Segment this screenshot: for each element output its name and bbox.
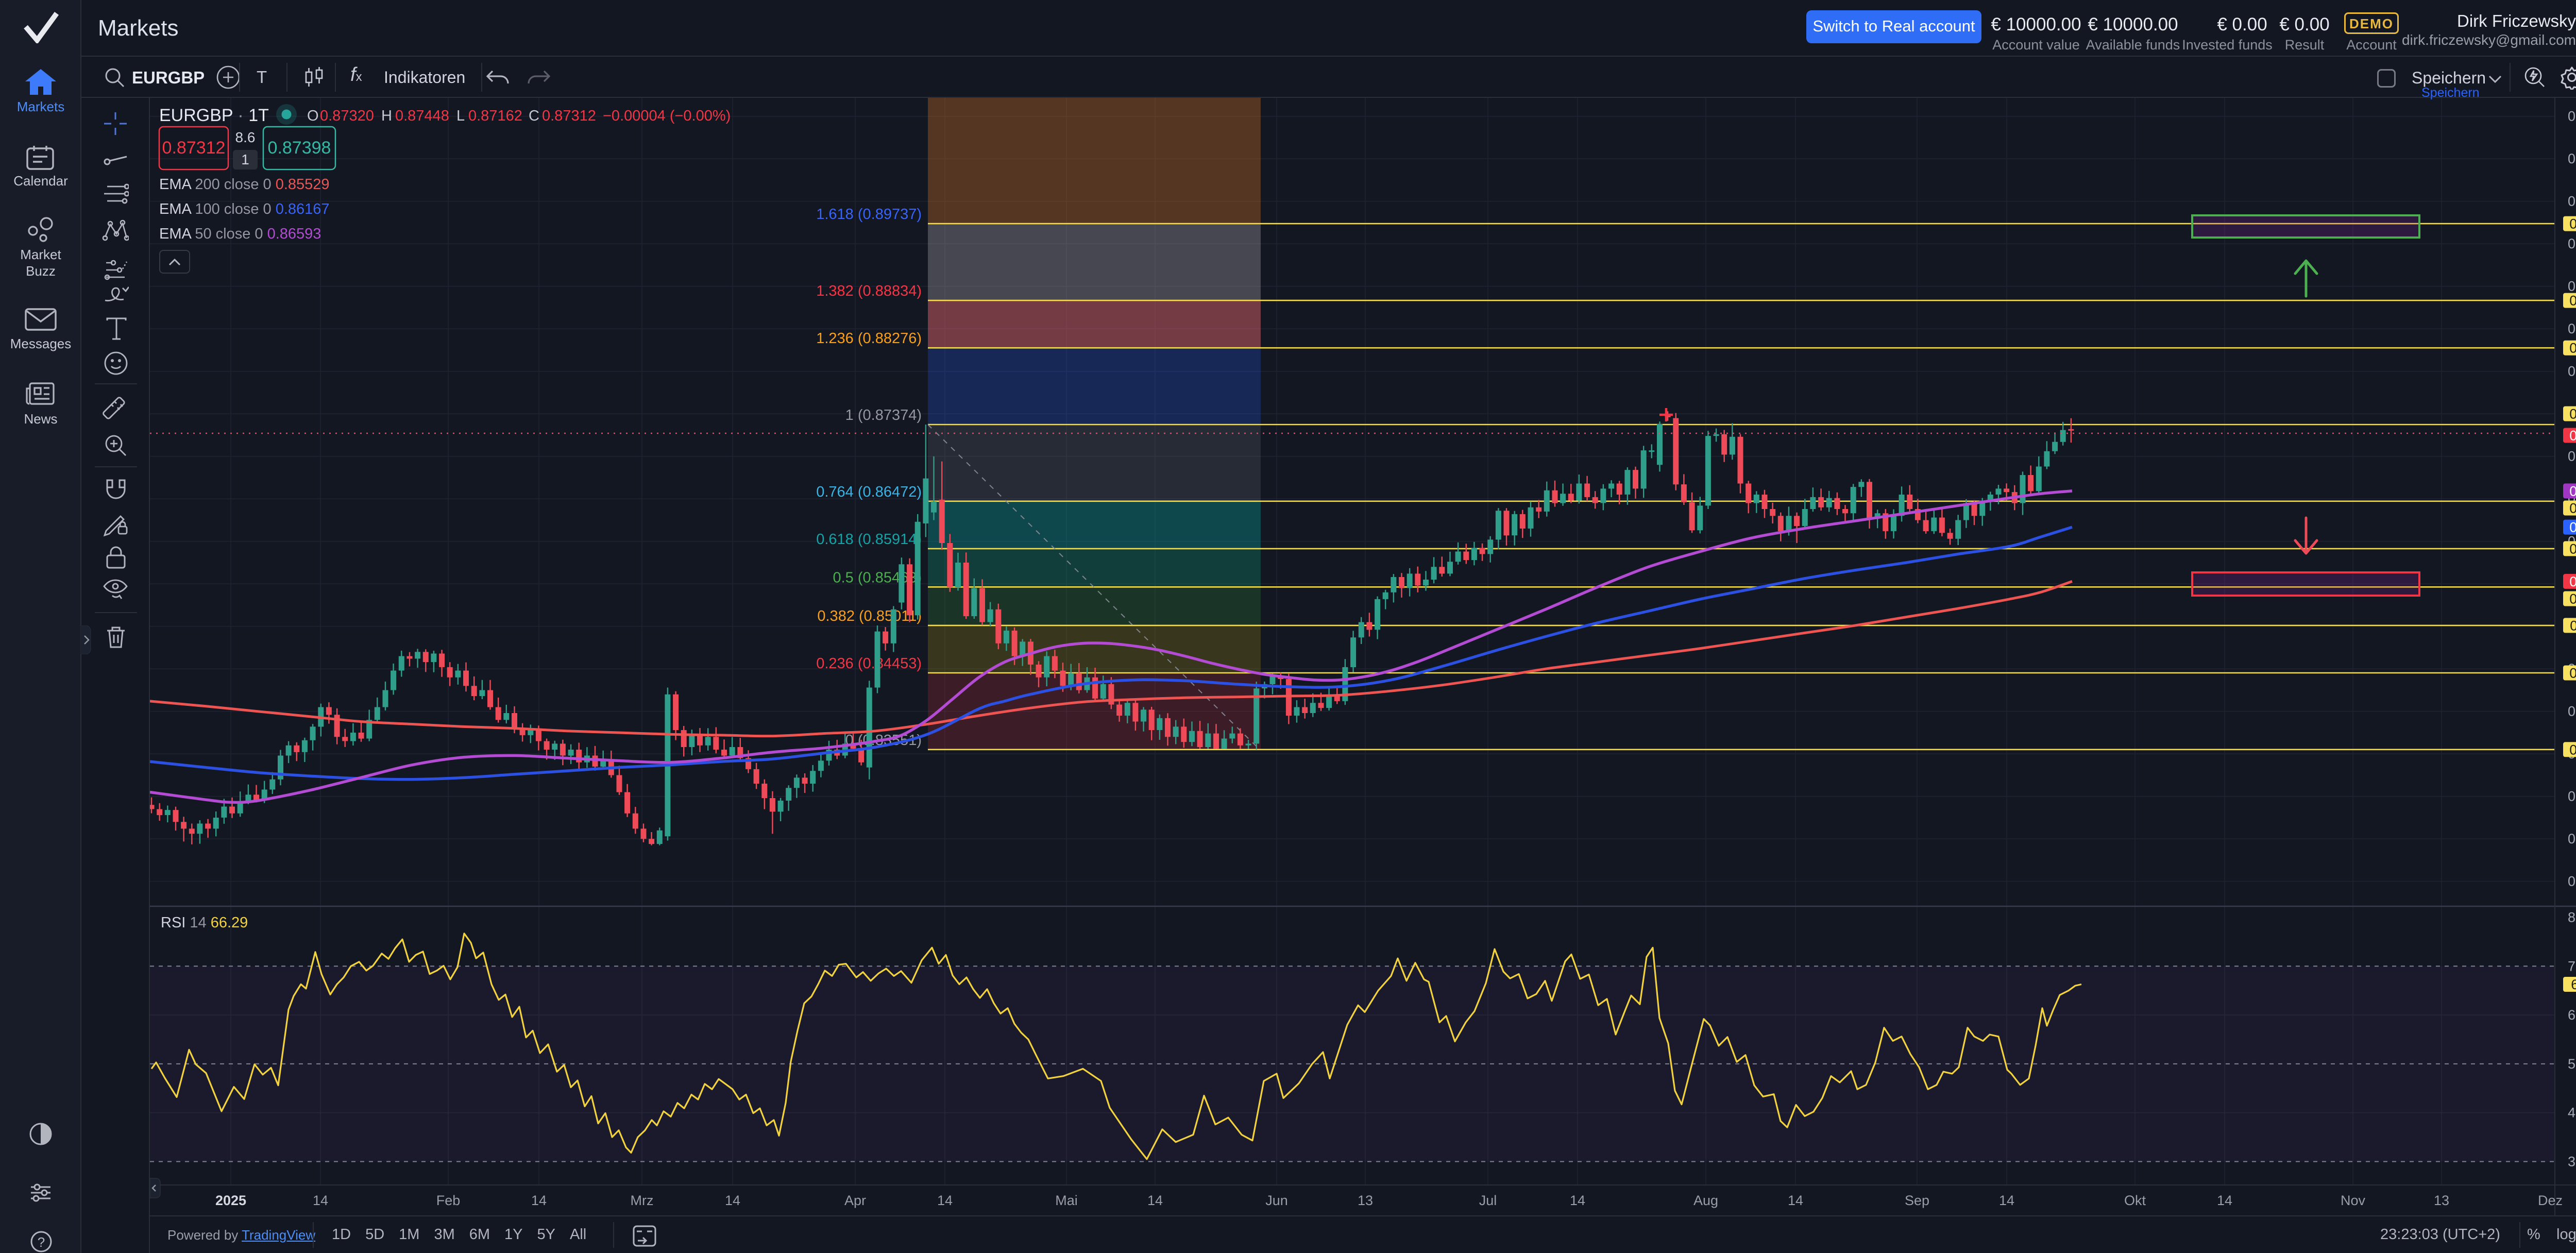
svg-text:0.86593: 0.86593 xyxy=(2569,483,2576,499)
svg-text:1: 1 xyxy=(241,151,249,167)
svg-text:Mrz: Mrz xyxy=(631,1193,654,1208)
svg-text:14: 14 xyxy=(1788,1193,1803,1208)
svg-text:0.88276: 0.88276 xyxy=(2569,341,2576,356)
svg-text:0.90500: 0.90500 xyxy=(2568,151,2576,166)
svg-text:0.86167: 0.86167 xyxy=(2569,520,2576,535)
svg-text:0.88834: 0.88834 xyxy=(2569,293,2576,309)
svg-text:?: ? xyxy=(38,1234,45,1250)
svg-text:0.84453: 0.84453 xyxy=(2569,666,2576,681)
svg-text:0.87320: 0.87320 xyxy=(320,108,374,124)
svg-text:70.00: 70.00 xyxy=(2568,958,2576,974)
svg-text:1.382 (0.88834): 1.382 (0.88834) xyxy=(816,283,922,299)
svg-text:0.84000: 0.84000 xyxy=(2568,704,2576,719)
svg-text:14: 14 xyxy=(531,1193,547,1208)
svg-text:14: 14 xyxy=(1147,1193,1163,1208)
svg-text:Jun: Jun xyxy=(1265,1193,1288,1208)
svg-text:EURGBP · 1T: EURGBP · 1T xyxy=(159,106,269,125)
svg-text:14: 14 xyxy=(2217,1193,2232,1208)
svg-text:0.87374: 0.87374 xyxy=(2569,407,2576,422)
svg-text:−0.00004 (−0.00%): −0.00004 (−0.00%) xyxy=(603,108,731,124)
svg-text:1 (0.87374): 1 (0.87374) xyxy=(845,407,922,424)
svg-text:0.87398: 0.87398 xyxy=(268,138,331,158)
svg-text:0.85463: 0.85463 xyxy=(2569,591,2576,607)
svg-text:0.89000: 0.89000 xyxy=(2568,279,2576,294)
svg-text:60.00: 60.00 xyxy=(2568,1007,2576,1023)
svg-text:0.90000: 0.90000 xyxy=(2568,194,2576,209)
svg-text:0.83551: 0.83551 xyxy=(2569,742,2576,757)
svg-text:L: L xyxy=(456,108,465,124)
svg-text:0.382 (0.85011): 0.382 (0.85011) xyxy=(817,608,922,624)
svg-text:66.29: 66.29 xyxy=(2571,977,2576,992)
svg-text:0.87000: 0.87000 xyxy=(2568,449,2576,464)
svg-text:0.89500: 0.89500 xyxy=(2568,236,2576,251)
svg-text:Mai: Mai xyxy=(1055,1193,1078,1208)
svg-text:H: H xyxy=(381,108,392,124)
svg-text:0.88500: 0.88500 xyxy=(2568,321,2576,336)
svg-text:0.91000: 0.91000 xyxy=(2568,109,2576,124)
svg-text:14: 14 xyxy=(1570,1193,1585,1208)
svg-text:14: 14 xyxy=(937,1193,953,1208)
svg-text:50.00: 50.00 xyxy=(2568,1056,2576,1072)
svg-text:EMA 200 close 0 0.85529: EMA 200 close 0 0.85529 xyxy=(159,176,330,193)
svg-text:30.00: 30.00 xyxy=(2568,1154,2576,1170)
svg-text:0.87162: 0.87162 xyxy=(468,108,522,124)
svg-text:0.85529: 0.85529 xyxy=(2569,574,2576,589)
svg-text:EMA 100 close 0 0.86167: EMA 100 close 0 0.86167 xyxy=(159,201,330,217)
svg-text:RSI 14 66.29: RSI 14 66.29 xyxy=(161,915,248,931)
svg-text:O: O xyxy=(307,108,319,124)
svg-text:80.00: 80.00 xyxy=(2568,910,2576,925)
svg-text:8.6: 8.6 xyxy=(235,129,256,145)
svg-text:0.88000: 0.88000 xyxy=(2568,364,2576,379)
svg-text:0.82000: 0.82000 xyxy=(2568,874,2576,889)
svg-text:0.87312: 0.87312 xyxy=(542,108,596,124)
svg-text:40.00: 40.00 xyxy=(2568,1105,2576,1121)
svg-text:Okt: Okt xyxy=(2124,1193,2146,1208)
svg-text:0.87312: 0.87312 xyxy=(2569,428,2576,444)
svg-text:0.87448: 0.87448 xyxy=(395,108,449,124)
svg-text:0.764 (0.86472): 0.764 (0.86472) xyxy=(816,484,922,500)
svg-text:2025: 2025 xyxy=(215,1193,246,1208)
svg-text:Sep: Sep xyxy=(1905,1193,1929,1208)
svg-text:13: 13 xyxy=(2434,1193,2449,1208)
svg-text:14: 14 xyxy=(1999,1193,2014,1208)
svg-text:0.86472: 0.86472 xyxy=(2569,501,2576,516)
svg-text:C: C xyxy=(529,108,539,124)
svg-text:0.83000: 0.83000 xyxy=(2568,789,2576,804)
svg-text:1.236 (0.88276): 1.236 (0.88276) xyxy=(816,330,922,347)
svg-text:0.87312: 0.87312 xyxy=(162,138,226,158)
svg-text:Feb: Feb xyxy=(436,1193,461,1208)
svg-text:14: 14 xyxy=(725,1193,740,1208)
svg-text:Jul: Jul xyxy=(1479,1193,1497,1208)
svg-text:14: 14 xyxy=(313,1193,328,1208)
svg-text:0.89737: 0.89737 xyxy=(2569,216,2576,232)
svg-text:0.85011: 0.85011 xyxy=(2570,618,2576,633)
svg-text:Aug: Aug xyxy=(1693,1193,1718,1208)
svg-text:Dez: Dez xyxy=(2538,1193,2563,1208)
svg-text:1.618 (0.89737): 1.618 (0.89737) xyxy=(816,206,922,223)
svg-text:Apr: Apr xyxy=(844,1193,866,1208)
svg-text:Nov: Nov xyxy=(2341,1193,2366,1208)
svg-text:0.236 (0.84453): 0.236 (0.84453) xyxy=(816,655,922,672)
svg-text:0.85914: 0.85914 xyxy=(2569,541,2576,556)
svg-text:13: 13 xyxy=(1358,1193,1373,1208)
svg-text:0.82500: 0.82500 xyxy=(2568,831,2576,846)
svg-text:EMA 50 close 0 0.86593: EMA 50 close 0 0.86593 xyxy=(159,226,321,242)
svg-text:0.618 (0.85914): 0.618 (0.85914) xyxy=(816,531,922,548)
